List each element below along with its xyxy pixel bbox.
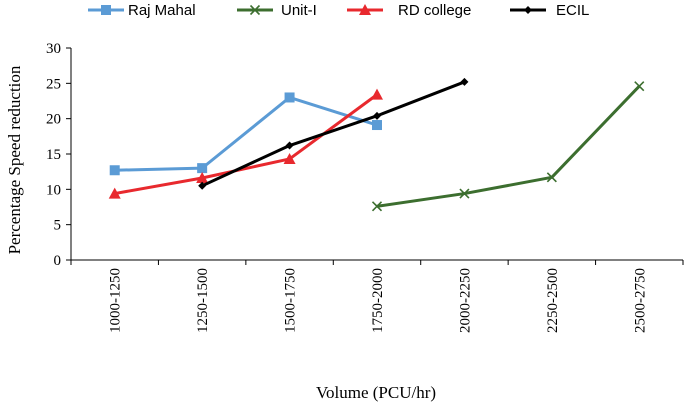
data-point-square <box>284 92 295 103</box>
y-axis: 0 5 10 15 20 25 30 <box>46 41 72 269</box>
y-axis-title: Percentage Speed reduction <box>5 65 24 254</box>
x-axis-title: Volume (PCU/hr) <box>316 383 436 402</box>
series-layer <box>108 77 645 212</box>
x-tick-label: 2000-2250 <box>457 268 473 333</box>
x-tick-label: 1000-1250 <box>108 268 124 333</box>
series-raj-mahal <box>109 92 382 176</box>
series-line-rd-college <box>114 93 378 196</box>
data-point-diamond <box>373 111 381 120</box>
y-tick-label: 30 <box>46 41 61 57</box>
data-point-triangle <box>108 187 121 199</box>
x-tick-label: 1750-2000 <box>370 268 386 333</box>
series-unit-i <box>371 81 645 212</box>
data-point-triangle <box>371 88 383 100</box>
data-point-diamond <box>460 77 469 86</box>
legend-label: Raj Mahal <box>128 2 196 19</box>
data-point-triangle <box>283 152 296 164</box>
data-point-diamond <box>285 141 294 150</box>
data-point-x <box>634 81 645 92</box>
data-point-square <box>372 120 382 131</box>
y-tick-label: 15 <box>46 147 61 163</box>
data-point-square <box>101 5 111 15</box>
series-line-raj-mahal <box>114 95 378 172</box>
x-axis: 1000-1250 1250-1500 1500-1750 1750-2000 2000… <box>70 259 684 333</box>
series-rd-college <box>108 88 383 199</box>
legend-label: RD college <box>398 2 471 19</box>
data-point-square <box>197 163 208 174</box>
x-tick-label: 1500-1750 <box>283 268 299 333</box>
data-point-square <box>109 165 120 176</box>
legend-item-rd-college: RD college <box>347 2 471 19</box>
data-point-diamond <box>198 181 207 190</box>
x-tick-label: 1250-1500 <box>195 268 211 333</box>
y-tick-label: 10 <box>46 182 61 198</box>
y-tick-label: 25 <box>46 76 61 92</box>
x-tick-label: 2250-2500 <box>545 268 561 333</box>
series-line-ecil <box>201 80 465 188</box>
y-tick-label: 5 <box>54 218 62 234</box>
data-point-triangle <box>196 172 209 184</box>
series-ecil <box>198 77 469 190</box>
data-point-triangle <box>359 4 371 15</box>
data-point-x <box>546 172 557 183</box>
data-point-x <box>249 4 261 16</box>
series-line-unit-i <box>376 85 641 208</box>
data-point-x <box>371 201 383 212</box>
data-point-diamond <box>524 6 532 14</box>
data-point-x <box>459 188 470 199</box>
x-tick-label: 2500-2750 <box>632 268 648 333</box>
legend-label: ECIL <box>556 2 589 19</box>
y-tick-label: 0 <box>54 253 62 269</box>
legend: Raj Mahal Unit-I RD college ECIL <box>88 2 589 19</box>
legend-item-ecil: ECIL <box>510 2 589 19</box>
legend-item-unit-i: Unit-I <box>237 2 317 19</box>
legend-label: Unit-I <box>281 2 317 19</box>
legend-item-raj-mahal: Raj Mahal <box>88 2 196 19</box>
y-tick-label: 20 <box>46 112 61 128</box>
